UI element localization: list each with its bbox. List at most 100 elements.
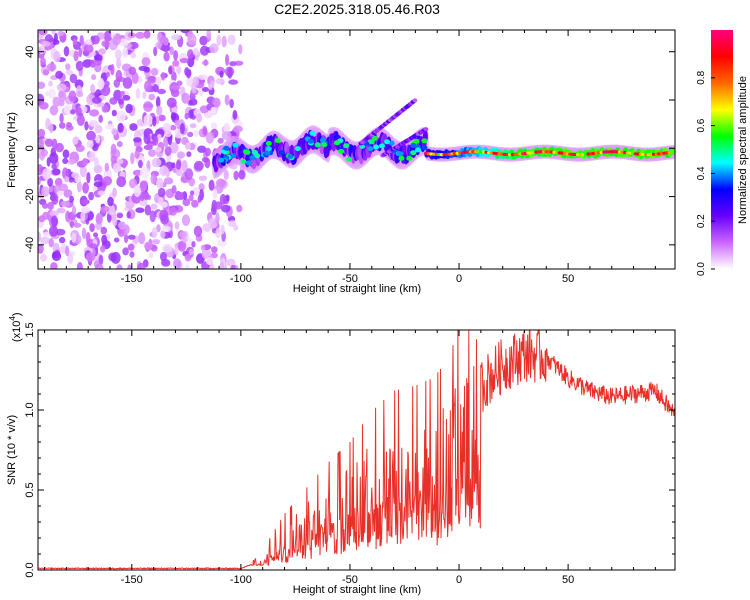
noise-blob (96, 213, 103, 225)
noise-blob (157, 89, 166, 94)
noise-blob (226, 259, 236, 266)
noise-blob (111, 252, 121, 264)
noise-blob (210, 107, 216, 115)
signal-spot (266, 146, 272, 151)
noise-blob (211, 246, 218, 253)
noise-blob (49, 226, 58, 237)
noise-blob (133, 137, 141, 142)
noise-blob (234, 171, 239, 181)
noise-blob (127, 211, 132, 218)
noise-blob (114, 79, 120, 88)
noise-blob (148, 94, 155, 101)
signal-streak (412, 98, 417, 102)
noise-blob (194, 226, 202, 237)
noise-blob (176, 66, 181, 75)
noise-blob (95, 125, 103, 134)
bottom-x-axis-label: Height of straight line (km) (293, 584, 421, 596)
signal-spot (410, 150, 416, 155)
noise-blob (217, 240, 227, 247)
noise-blob (185, 113, 190, 120)
noise-blob (138, 160, 143, 169)
top-x-axis-label: Height of straight line (km) (293, 283, 421, 295)
noise-blob (185, 254, 192, 262)
noise-blob (152, 227, 158, 238)
noise-blob (172, 60, 179, 67)
chart-root: C2E2.2025.318.05.46.R03 -150 -100 -50 0 50 -… (0, 0, 750, 600)
noise-blob (187, 132, 193, 137)
signal-spot (279, 150, 285, 155)
noise-blob (53, 97, 60, 108)
noise-blob (94, 157, 99, 167)
noise-blob (233, 110, 238, 120)
noise-blob (98, 190, 105, 195)
noise-blob (130, 152, 134, 164)
noise-blob (116, 58, 121, 69)
noise-blob (155, 147, 162, 153)
noise-blob (176, 160, 181, 170)
colorbar-tick-label: 0.2 (696, 214, 707, 228)
noise-blob (171, 162, 175, 168)
noise-blob (209, 43, 218, 53)
x-tick-label: -100 (230, 574, 252, 586)
noise-blob (91, 35, 100, 44)
colorbar-label: Normalized spectral amplitude (737, 76, 749, 224)
noise-blob (55, 143, 64, 153)
noise-blob (228, 79, 238, 84)
x-tick-label: 50 (562, 574, 574, 586)
noise-blob (138, 232, 145, 244)
signal-spot (315, 142, 321, 147)
noise-blob (144, 242, 153, 250)
noise-blob (134, 150, 139, 159)
noise-blob (124, 234, 128, 243)
noise-blob (179, 231, 187, 238)
signal-spot (223, 146, 229, 151)
noise-blob (221, 225, 225, 235)
noise-blob (204, 59, 208, 66)
bottom-y-axis-label: SNR (10 * v/v) (6, 415, 18, 485)
noise-blob (172, 185, 177, 193)
noise-blob (105, 163, 109, 172)
noise-blob (82, 158, 88, 166)
noise-blob (153, 136, 159, 146)
noise-blob (193, 76, 200, 86)
noise-blob (208, 83, 213, 90)
noise-blob (57, 31, 64, 36)
noise-blob (40, 57, 46, 65)
noise-blob (144, 133, 151, 145)
noise-blob (215, 212, 219, 224)
noise-blob (45, 139, 54, 147)
noise-blob (101, 40, 109, 47)
noise-blob (42, 212, 49, 220)
noise-blob (165, 146, 172, 156)
noise-blob (118, 99, 124, 105)
noise-blob (110, 64, 114, 75)
noise-blob (94, 181, 103, 187)
noise-blob (155, 77, 161, 86)
noise-blob (151, 204, 158, 210)
colorbar-tick-label: 0.0 (696, 262, 707, 276)
noise-blob (143, 101, 153, 112)
noise-blob (172, 85, 181, 90)
noise-blob (134, 185, 141, 197)
signal-spot (406, 156, 412, 161)
noise-blob (204, 158, 210, 168)
noise-blob (142, 92, 146, 99)
signal-spot (398, 156, 404, 161)
y-tick-label: 0.0 (24, 562, 36, 577)
noise-blob (93, 232, 98, 237)
noise-blob (98, 115, 103, 123)
signal-spot (232, 143, 238, 148)
noise-blob (48, 89, 56, 99)
noise-blob (152, 239, 160, 244)
colorbar: 0.00.20.40.60.8 Normalized spectral ampl… (696, 30, 749, 276)
multiplier-text: (x10 (11, 321, 23, 342)
noise-blob (161, 45, 171, 51)
noise-blob (158, 188, 166, 197)
noise-blob (156, 178, 164, 189)
noise-blob (82, 228, 86, 240)
noise-blob (105, 124, 114, 130)
noise-blob (175, 221, 180, 229)
noise-blob (123, 77, 133, 89)
noise-blob (47, 157, 51, 167)
noise-blob (60, 201, 70, 207)
